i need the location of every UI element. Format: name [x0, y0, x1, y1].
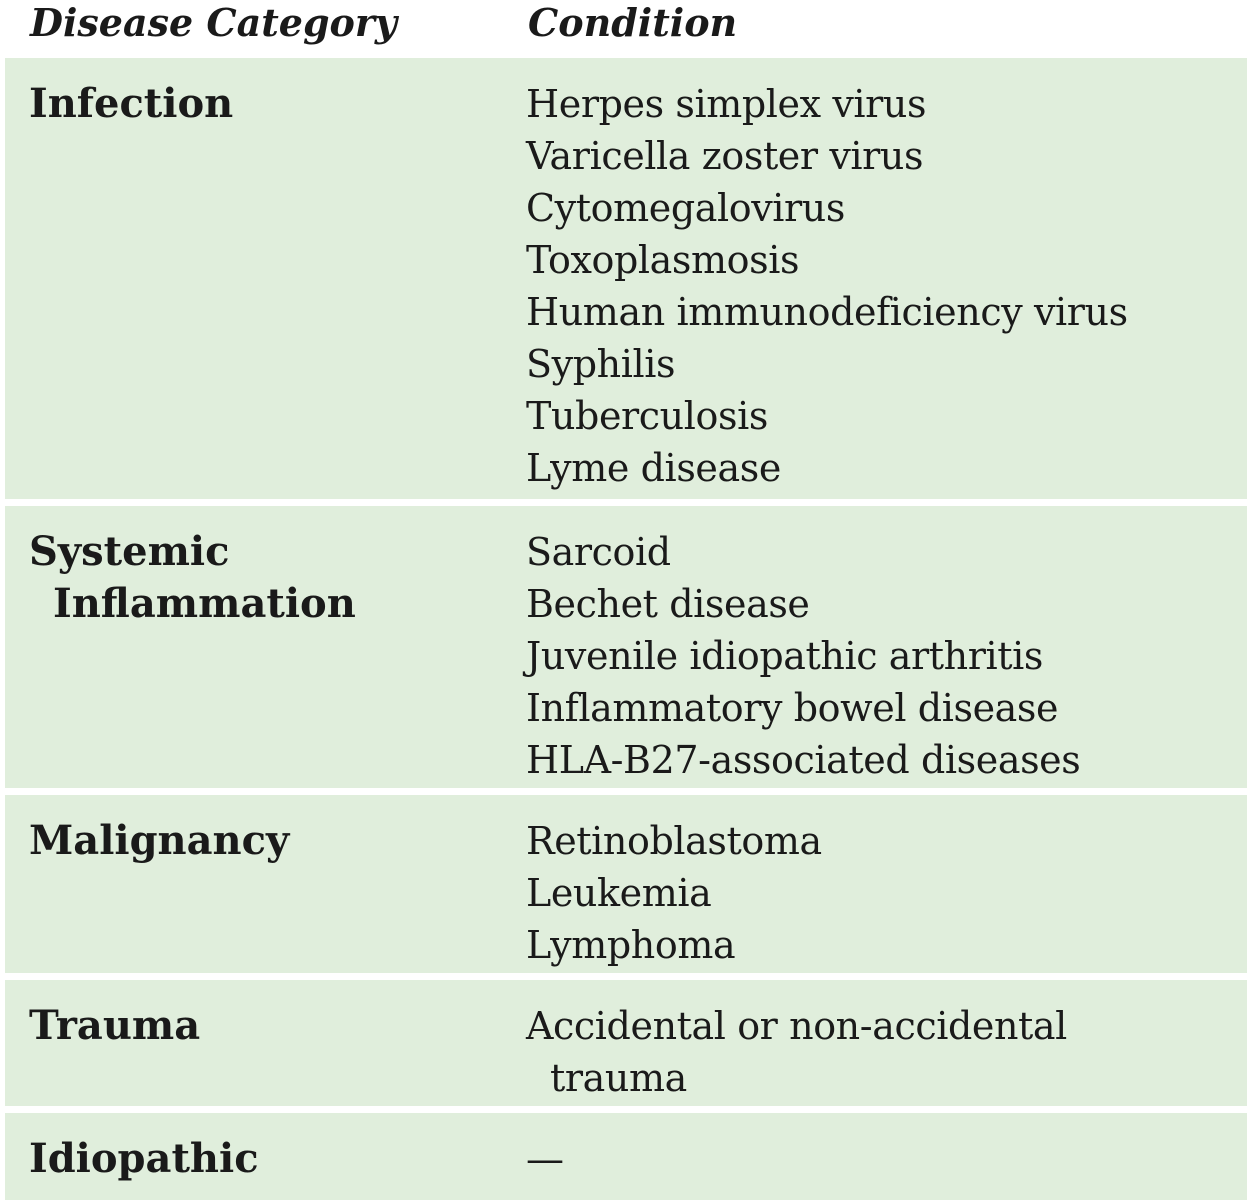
condition-item: Accidental or non-accidental [526, 1004, 1067, 1048]
category-line-continued: Inflammation [53, 580, 356, 627]
condition-item: Bechet disease [526, 582, 810, 626]
condition-cell: Accidental or non-accidental trauma [526, 1000, 1241, 1104]
condition-item: Syphilis [526, 342, 676, 386]
condition-cell: Herpes simplex virus Varicella zoster vi… [526, 78, 1241, 494]
condition-item: Inflammatory bowel disease [526, 686, 1059, 730]
table-row-infection: Infection Herpes simplex virus Varicella… [5, 58, 1247, 499]
condition-item: Human immunodeficiency virus [526, 290, 1128, 334]
condition-item-continued: trauma [526, 1052, 1241, 1104]
category-cell: Infection [29, 80, 234, 127]
condition-item: HLA-B27-associated diseases [526, 738, 1081, 782]
table-row-malignancy: Malignancy Retinoblastoma Leukemia Lymph… [5, 795, 1247, 973]
table-row-systemic-inflammation: Systemic Inflammation Sarcoid Bechet dis… [5, 506, 1247, 788]
category-cell: Trauma [29, 1002, 201, 1049]
category-cell: Idiopathic [29, 1135, 259, 1182]
category-cell: Systemic Inflammation [29, 526, 499, 630]
condition-item: Lymphoma [526, 923, 736, 967]
condition-item-dash: — [526, 1137, 564, 1181]
condition-continuation: trauma [550, 1056, 687, 1100]
condition-item: Herpes simplex virus [526, 82, 927, 126]
condition-item: Sarcoid [526, 530, 671, 574]
condition-item: Lyme disease [526, 446, 781, 490]
condition-item: Tuberculosis [526, 394, 768, 438]
header-disease-category: Disease Category [30, 0, 397, 45]
category-cell: Malignancy [29, 817, 290, 864]
table-row-idiopathic: Idiopathic — [5, 1113, 1247, 1200]
table-row-trauma: Trauma Accidental or non-accidental trau… [5, 980, 1247, 1106]
condition-item: Varicella zoster virus [526, 134, 924, 178]
condition-item: Cytomegalovirus [526, 186, 845, 230]
condition-cell: Retinoblastoma Leukemia Lymphoma [526, 815, 1241, 971]
condition-cell: Sarcoid Bechet disease Juvenile idiopath… [526, 526, 1241, 786]
table-header: Disease Category Condition [0, 0, 1247, 56]
condition-item: Juvenile idiopathic arthritis [526, 634, 1043, 678]
condition-item: Retinoblastoma [526, 819, 822, 863]
category-line: Systemic [29, 528, 230, 575]
condition-item: Toxoplasmosis [526, 238, 800, 282]
condition-item: Leukemia [526, 871, 712, 915]
header-condition: Condition [528, 0, 738, 45]
condition-cell: — [526, 1133, 1241, 1185]
